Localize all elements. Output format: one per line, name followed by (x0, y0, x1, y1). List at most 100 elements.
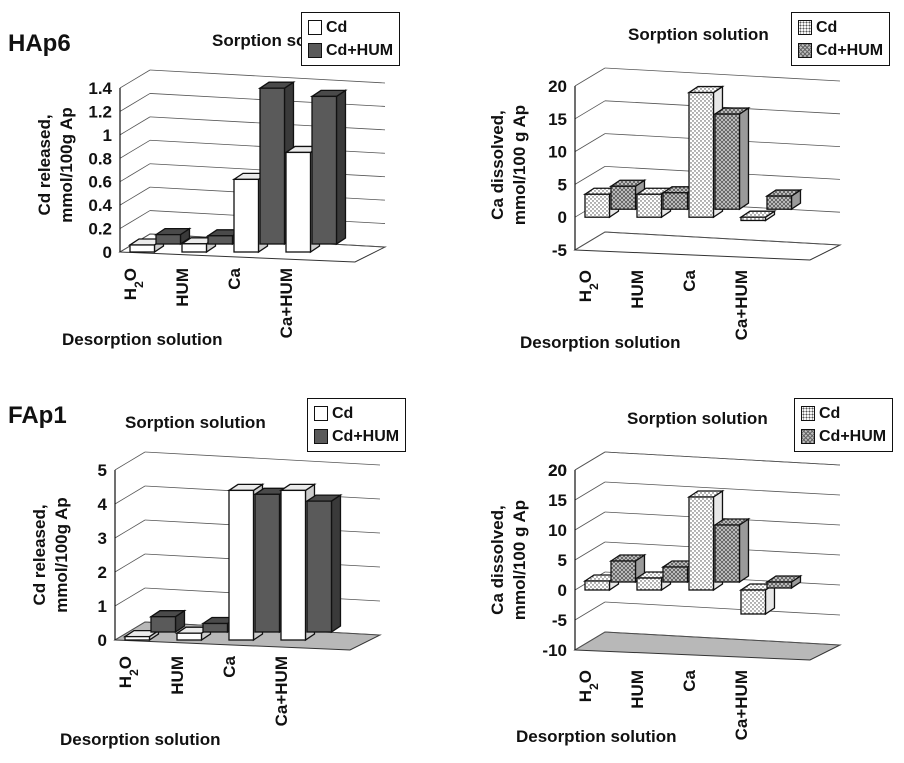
y-tick-label: 15 (548, 491, 567, 510)
legend-label: Cd+HUM (332, 427, 400, 445)
bar-cd-hum (309, 89, 348, 246)
legend-item: Cd (314, 402, 399, 425)
bar-cd (122, 629, 161, 642)
y-tick-label: 0 (558, 208, 567, 227)
chart-svg: 0 1 2 3 4 5 H2O HUM Ca Ca+HUM Sorption solution Cd … (30, 413, 382, 749)
gridline-side (114, 553, 146, 573)
gridline-side (574, 601, 606, 621)
y-tick-label: 5 (558, 175, 567, 194)
gridline-side (574, 166, 606, 185)
legend-item: Cd (798, 16, 883, 39)
gridline (604, 631, 841, 646)
x-tick-label: Ca+HUM (732, 270, 751, 340)
y-tick-label: 0 (98, 631, 107, 650)
y-tick-label: 1.4 (88, 79, 112, 98)
legend-label: Cd+HUM (819, 427, 887, 445)
y-tick-label: 15 (548, 110, 567, 129)
gridline-side (119, 210, 151, 229)
chart-fap1-ca-dissolved: -10 -5 0 5 10 20 15 20 H2O HUM Ca Ca+HUM Sorption so… (452, 380, 904, 760)
gridline-side (114, 519, 146, 539)
gridline-side (119, 93, 151, 112)
bar-cd-hum (712, 106, 751, 211)
gridline-side (114, 451, 146, 471)
bar-cd-hum (764, 574, 803, 590)
gridline-side (574, 67, 606, 87)
x-tick-label: H2O (116, 656, 141, 688)
legend-chart-1: Cd Cd+HUM (791, 12, 891, 66)
chart-hap6-ca-dissolved: -5 0 5 10 15 20 H2O HUM Ca Ca+HUM Sorption solutio… (452, 0, 904, 380)
y-tick-label: 0 (103, 243, 112, 262)
chart-plot: 0 1 2 3 4 5 H2O HUM Ca Ca+HUM Sorption solution Cd … (30, 413, 382, 749)
y-axis-label: mmol/100 g Ap (510, 105, 529, 225)
legend-label: Cd (332, 404, 354, 422)
y-tick-label: 10 (548, 143, 567, 162)
legend-label: Cd (816, 18, 838, 36)
chart-title: Sorption solution (125, 413, 266, 432)
legend-label: Cd+HUM (326, 41, 394, 59)
gridline-side (574, 511, 606, 531)
bar-cd (127, 237, 166, 254)
y-tick-label: 3 (98, 529, 107, 548)
floor (573, 231, 842, 261)
gridline-side (119, 116, 151, 136)
legend-swatch-cd-hum (798, 43, 812, 58)
bar-cd (738, 209, 777, 222)
legend-swatch-cd (798, 20, 812, 35)
chart-plot: -5 0 5 10 15 20 H2O HUM Ca Ca+HUM Sorption solutio… (488, 25, 842, 352)
legend-swatch-cd-hum (801, 429, 815, 444)
legend-label: Cd+HUM (816, 41, 884, 59)
x-tick-label: Ca+HUM (732, 670, 751, 740)
x-tick-label: HUM (628, 670, 647, 709)
bar-cd-hum (153, 227, 192, 246)
gridline-side (119, 69, 151, 89)
y-tick-label: 10 (548, 521, 567, 540)
y-tick-label: 5 (98, 461, 107, 480)
gridline-side (119, 139, 151, 159)
gridline-side (114, 485, 146, 505)
gridline-side (114, 587, 146, 607)
y-tick-label: 0.6 (88, 173, 112, 192)
x-tick-label: HUM (168, 656, 187, 695)
y-tick-label: 0.2 (88, 220, 112, 239)
gridline (604, 481, 841, 496)
x-tick-label: HUM (173, 268, 192, 307)
legend-item: Cd+HUM (798, 39, 883, 62)
chart-fap1-cd-released: 0 1 2 3 4 5 H2O HUM Ca Ca+HUM Sorption solution Cd … (0, 380, 452, 760)
y-tick-label: -10 (542, 641, 567, 660)
legend-chart-2: Cd Cd+HUM (307, 398, 407, 452)
gridline (144, 451, 381, 466)
floor (573, 631, 842, 661)
y-axis-label: Ca dissolved, (488, 110, 507, 220)
y-axis-label: mmol/100g Ap (52, 497, 71, 613)
x-tick-label: H2O (576, 670, 601, 702)
chart-title: Sorption solution (627, 409, 768, 428)
y-tick-label: 1 (98, 597, 107, 616)
chart-title: Sorption solution (628, 25, 769, 44)
gridline (604, 451, 841, 466)
x-axis-label: Desorption solution (62, 330, 223, 349)
y-tick-label: 0 (558, 581, 567, 600)
legend-swatch-cd (308, 20, 322, 35)
y-tick-label: -5 (552, 611, 567, 630)
y-tick-label: 20 (548, 461, 567, 480)
y-tick-label: 1.2 (88, 102, 112, 121)
chart-hap6-cd-released: 0 0.2 0.4 0.6 0.8 1 1.2 1.4 H2O HUM Ca Ca+HUM Sorpti… (0, 0, 452, 380)
y-tick-label: -5 (552, 241, 567, 260)
bar-cd-hum (712, 517, 751, 584)
gridline-side (114, 621, 146, 641)
y-tick-label: 5 (558, 551, 567, 570)
chart-svg: -5 0 5 10 15 20 H2O HUM Ca Ca+HUM Sorption solutio… (488, 25, 842, 352)
legend-label: Cd (326, 18, 348, 36)
gridline-side (119, 186, 151, 206)
y-axis-label: mmol/100g Ap (57, 107, 76, 223)
gridline (604, 601, 841, 616)
y-tick-label: 0.8 (88, 149, 112, 168)
x-tick-label: HUM (628, 270, 647, 309)
gridline-side (574, 541, 606, 561)
gridline-side (574, 231, 606, 251)
x-tick-label: Ca+HUM (272, 656, 291, 726)
